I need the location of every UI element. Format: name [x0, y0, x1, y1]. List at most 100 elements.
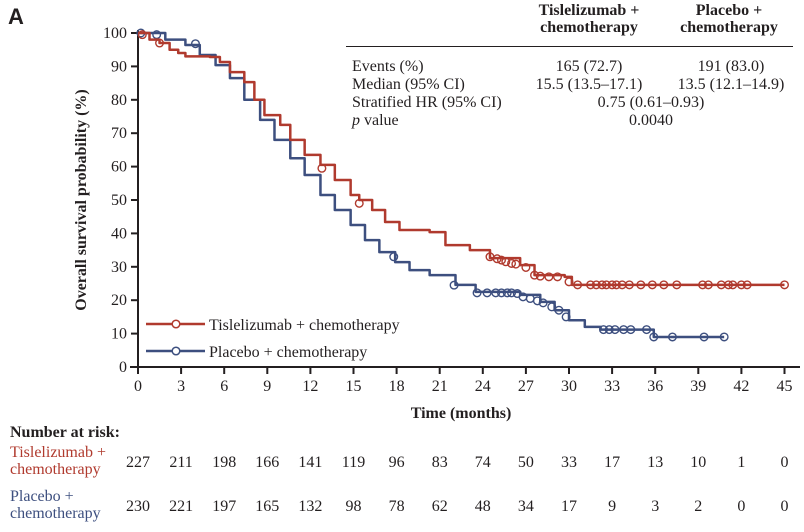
risk-value-placebo: 197: [212, 498, 237, 515]
panel-label: A: [8, 4, 24, 29]
x-tick-label: 12: [302, 378, 318, 395]
censor-mark-placebo: [491, 288, 501, 298]
risk-value-placebo: 34: [517, 498, 534, 515]
censor-mark-tislelizumab: [586, 280, 596, 290]
y-tick-label: 90: [111, 58, 127, 75]
curves: [136, 28, 790, 342]
censor-mark-tislelizumab: [597, 280, 607, 290]
risk-table-title: Number at risk:: [10, 424, 120, 441]
censor-mark-placebo: [699, 332, 709, 342]
y-tick-label: 80: [111, 92, 127, 109]
censor-mark-placebo: [190, 39, 200, 49]
censor-mark-tislelizumab: [728, 280, 738, 290]
censor-mark-tislelizumab: [521, 262, 531, 272]
x-axis-title: Time (months): [411, 405, 512, 422]
risk-value-tislelizumab: 211: [169, 454, 193, 471]
y-tick-label: 60: [111, 159, 127, 176]
risk-value-tislelizumab: 17: [604, 454, 621, 471]
legend-label-placebo: Placebo + chemotherapy: [209, 344, 367, 361]
p-rest: value: [360, 112, 399, 129]
censor-mark-tislelizumab: [137, 30, 147, 40]
censor-mark-placebo: [547, 302, 557, 312]
censor-mark-tislelizumab: [659, 280, 669, 290]
censor-mark-placebo: [389, 252, 399, 262]
x-tick-label: 6: [220, 378, 228, 395]
censor-mark-tislelizumab: [511, 259, 521, 269]
y-tick-label: 100: [103, 25, 127, 42]
censor-mark-tislelizumab: [591, 280, 601, 290]
stats-header-line: Tislelizumab +: [538, 2, 640, 19]
x-tick-label: 0: [134, 378, 142, 395]
censor-mark-tislelizumab: [564, 277, 574, 287]
censor-mark-tislelizumab: [496, 255, 506, 265]
censor-mark-placebo: [626, 325, 636, 335]
risk-value-placebo: 78: [388, 498, 405, 515]
risk-group-label-placebo: Placebo + chemotherapy: [10, 488, 101, 522]
censor-mark-placebo: [538, 298, 548, 308]
stats-row-label: Stratified HR (95% CI): [352, 94, 502, 111]
p-italic: p: [352, 112, 360, 129]
risk-value-placebo: 2: [694, 498, 703, 515]
stats-cell: 191 (83.0): [697, 58, 765, 75]
censor-mark-placebo: [561, 312, 571, 322]
y-tick-label: 40: [111, 225, 127, 242]
risk-value-placebo: 9: [608, 498, 617, 515]
stats-cell: 15.5 (13.5–17.1): [535, 76, 643, 93]
risk-group-line: chemotherapy: [10, 505, 101, 522]
risk-group-line: chemotherapy: [10, 461, 101, 478]
stats-row-label: Median (95% CI): [352, 76, 465, 93]
censor-mark-tislelizumab: [535, 271, 545, 281]
risk-value-tislelizumab: 119: [341, 454, 366, 471]
x-tick-label: 15: [346, 378, 362, 395]
stats-header-placebo: Placebo + chemotherapy: [664, 2, 794, 36]
censor-mark-placebo: [532, 296, 542, 306]
stats-header-line: chemotherapy: [540, 19, 638, 36]
x-tick-label: 9: [263, 378, 271, 395]
stats-header-rule: [346, 46, 793, 47]
x-tick-label: 45: [777, 378, 793, 395]
censor-mark-placebo: [507, 288, 517, 298]
censor-mark-placebo: [554, 305, 564, 315]
risk-value-placebo: 0: [780, 498, 789, 515]
stats-header-tislelizumab: Tislelizumab + chemotherapy: [514, 2, 664, 36]
stats-cell: 0.75 (0.61–0.93): [597, 94, 705, 111]
censor-mark-placebo: [496, 288, 506, 298]
risk-value-tislelizumab: 83: [431, 454, 448, 471]
stats-cell: 0.0040: [629, 112, 673, 129]
risk-value-tislelizumab: 198: [212, 454, 237, 471]
risk-value-placebo: 0: [737, 498, 746, 515]
stats-row-label: Events (%): [352, 58, 424, 75]
risk-value-tislelizumab: 166: [255, 454, 280, 471]
censor-mark-tislelizumab: [703, 280, 713, 290]
x-tick-label: 42: [733, 378, 749, 395]
x-tick-label: 39: [690, 378, 706, 395]
risk-group-line: Tislelizumab +: [10, 444, 106, 461]
risk-value-placebo: 132: [298, 498, 323, 515]
y-tick-label: 10: [111, 326, 127, 343]
stats-cell: 165 (72.7): [555, 58, 623, 75]
censor-mark-tislelizumab: [736, 280, 746, 290]
legend-label-tislelizumab: Tislelizumab + chemotherapy: [209, 317, 400, 334]
risk-value-placebo: 165: [255, 498, 280, 515]
risk-value-tislelizumab: 141: [298, 454, 323, 471]
risk-value-placebo: 48: [474, 498, 491, 515]
stats-header-line: chemotherapy: [680, 19, 778, 36]
censor-mark-tislelizumab: [698, 280, 708, 290]
censor-mark-tislelizumab: [354, 198, 364, 208]
censor-mark-tislelizumab: [624, 280, 634, 290]
censor-mark-placebo: [642, 325, 652, 335]
risk-value-tislelizumab: 50: [517, 454, 534, 471]
legend-marker-placebo: [171, 346, 181, 356]
risk-value-tislelizumab: 74: [474, 454, 491, 471]
y-tick-label: 50: [111, 192, 127, 209]
censor-mark-tislelizumab: [742, 280, 752, 290]
x-tick-label: 36: [647, 378, 663, 395]
x-tick-label: 21: [432, 378, 448, 395]
survival-curve-tislelizumab: [138, 31, 785, 287]
censor-mark-tislelizumab: [611, 280, 621, 290]
censor-mark-placebo: [719, 332, 729, 342]
censor-mark-tislelizumab: [501, 257, 511, 267]
survival-curve-placebo: [138, 31, 725, 339]
